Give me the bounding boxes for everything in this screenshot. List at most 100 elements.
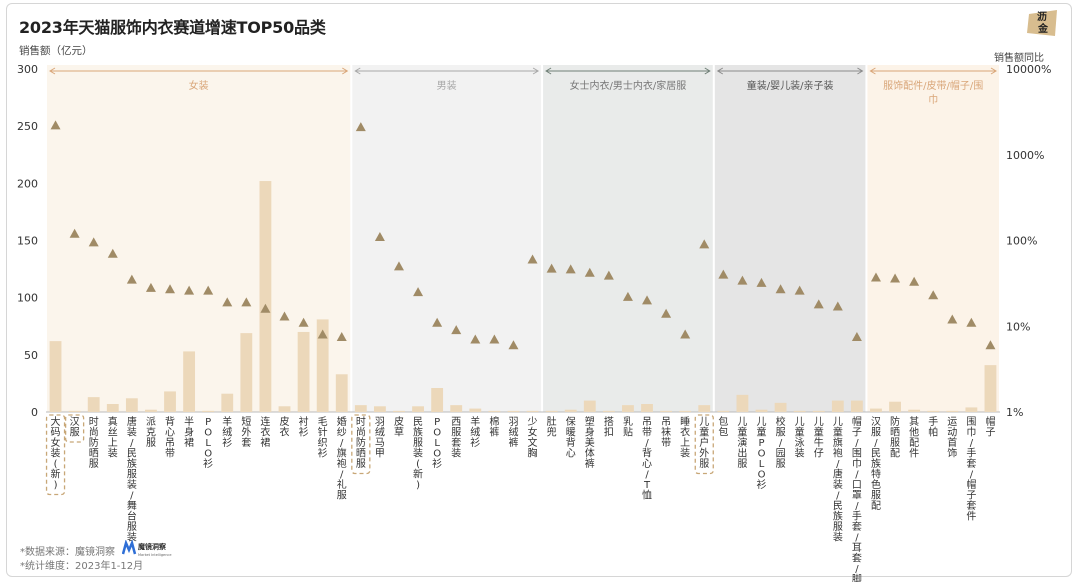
yoy-marker-44 (890, 273, 901, 283)
yoy-marker-38 (775, 284, 786, 294)
yoy-marker-1 (69, 228, 80, 238)
bar-6 (164, 391, 176, 412)
category-label-32: 吊袜带 (661, 416, 671, 449)
group-label-3: 童装/婴儿装/亲子装 (747, 79, 834, 92)
category-label-17: 羽绒马甲 (375, 416, 385, 460)
bar-23 (488, 410, 501, 412)
group-arrow-right-0 (342, 67, 349, 75)
category-label-31: 吊带/背心/T 恤 (642, 416, 652, 502)
category-label-40: 儿童牛仔 (814, 416, 824, 460)
group-label-2: 女士内衣/男士内衣/家居服 (570, 79, 687, 92)
yoy-marker-30 (622, 291, 633, 301)
category-label-42: 帽子/围巾/口罩/手套/耳套/脚套 (852, 415, 862, 582)
yoy-marker-17 (374, 231, 385, 241)
y-axis-label: 销售额（亿元） (19, 45, 93, 57)
bar-39 (793, 410, 806, 412)
yoy-marker-0 (50, 120, 61, 130)
category-label-11: 连衣裙 (260, 415, 270, 449)
logo-plate (1027, 10, 1057, 36)
group-arrow-right-3 (857, 67, 864, 75)
yoy-marker-12 (279, 311, 290, 321)
chart-title: 2023年天猫服饰内衣赛道增速TOP50品类 (19, 18, 326, 37)
category-label-33: 睡衣上装 (680, 415, 690, 460)
category-label-30: 乳贴 (623, 415, 633, 439)
category-label-3: 真丝上装 (108, 415, 118, 460)
bar-26 (545, 410, 558, 412)
yoy-marker-26 (546, 263, 557, 273)
bar-41 (831, 400, 844, 412)
yoy-marker-36 (737, 275, 748, 285)
category-label-1: 汉服 (70, 416, 80, 439)
y-tick-0: 0 (31, 406, 38, 419)
category-label-45: 其他配件 (909, 416, 919, 460)
bar-10 (240, 333, 253, 412)
category-label-48: 围巾/手套/帽子套件 (966, 416, 976, 523)
yoy-marker-16 (355, 122, 366, 132)
y-tick-300: 300 (17, 63, 38, 76)
category-label-13: 衬衫 (299, 415, 309, 439)
highlight-box-16 (351, 414, 371, 475)
bar-37 (755, 409, 768, 412)
yoy-marker-33 (680, 329, 691, 339)
bar-24 (507, 410, 520, 412)
brand-m-icon (122, 540, 137, 555)
bar-33 (679, 410, 692, 412)
yoy-marker-39 (794, 285, 805, 295)
bar-0 (49, 341, 62, 412)
bar-44 (889, 401, 901, 412)
yoy-marker-11 (260, 303, 271, 313)
yoy-marker-45 (909, 276, 920, 286)
yoy-marker-21 (451, 325, 462, 335)
category-label-47: 运动首饰 (947, 416, 957, 460)
bar-48 (965, 407, 978, 412)
bar-15 (335, 374, 348, 412)
bar-11 (259, 181, 272, 412)
category-label-5: 派克服 (146, 416, 156, 449)
yoy-marker-2 (88, 237, 99, 247)
category-label-23: 棉裤 (489, 415, 499, 439)
bar-49 (984, 365, 997, 412)
y2-axis-label: 销售额同比 (994, 53, 1044, 64)
bar-5 (145, 409, 157, 412)
category-label-21: 西服套装 (451, 417, 461, 460)
y-tick-100: 100 (17, 292, 38, 305)
yoy-marker-10 (241, 297, 252, 307)
category-label-10: 短外套 (241, 415, 251, 449)
yoy-marker-47 (947, 314, 958, 324)
category-label-28: 塑身美体裤 (585, 416, 595, 470)
yoy-marker-37 (756, 277, 767, 287)
source-note: *数据来源：魔镜洞察 (20, 547, 115, 558)
yoy-marker-42 (851, 331, 862, 341)
bar-28 (583, 400, 596, 412)
yoy-marker-49 (985, 340, 996, 350)
bar-36 (736, 394, 749, 412)
brand-mark: 魔镜洞察 Market Intelligence (122, 540, 172, 557)
yoy-marker-34 (699, 239, 710, 249)
bar-22 (469, 408, 482, 412)
y-tick-150: 150 (17, 235, 38, 248)
brand-name: 魔镜洞察 (137, 542, 167, 551)
y-tick-250: 250 (17, 120, 38, 133)
bar-9 (221, 393, 234, 412)
bar-8 (202, 410, 215, 412)
category-label-22: 羊绒衫 (470, 415, 480, 449)
yoy-marker-20 (432, 317, 443, 327)
bar-32 (660, 410, 673, 412)
bar-17 (373, 406, 386, 412)
bar-18 (393, 410, 405, 412)
y2-tick: 1000% (1006, 149, 1044, 162)
bar-30 (622, 405, 634, 412)
logo-text-1: 沥 (1037, 10, 1047, 23)
group-bg-1 (352, 65, 542, 412)
highlight-box-0 (45, 414, 66, 496)
category-label-29: 搭扣 (604, 415, 614, 439)
yoy-marker-9 (222, 297, 233, 307)
yoy-marker-8 (203, 285, 214, 295)
bar-43 (870, 408, 882, 412)
category-label-37: 儿童 P O L O 衫 (757, 416, 767, 491)
bar-2 (87, 397, 100, 412)
yoy-marker-6 (165, 284, 176, 294)
